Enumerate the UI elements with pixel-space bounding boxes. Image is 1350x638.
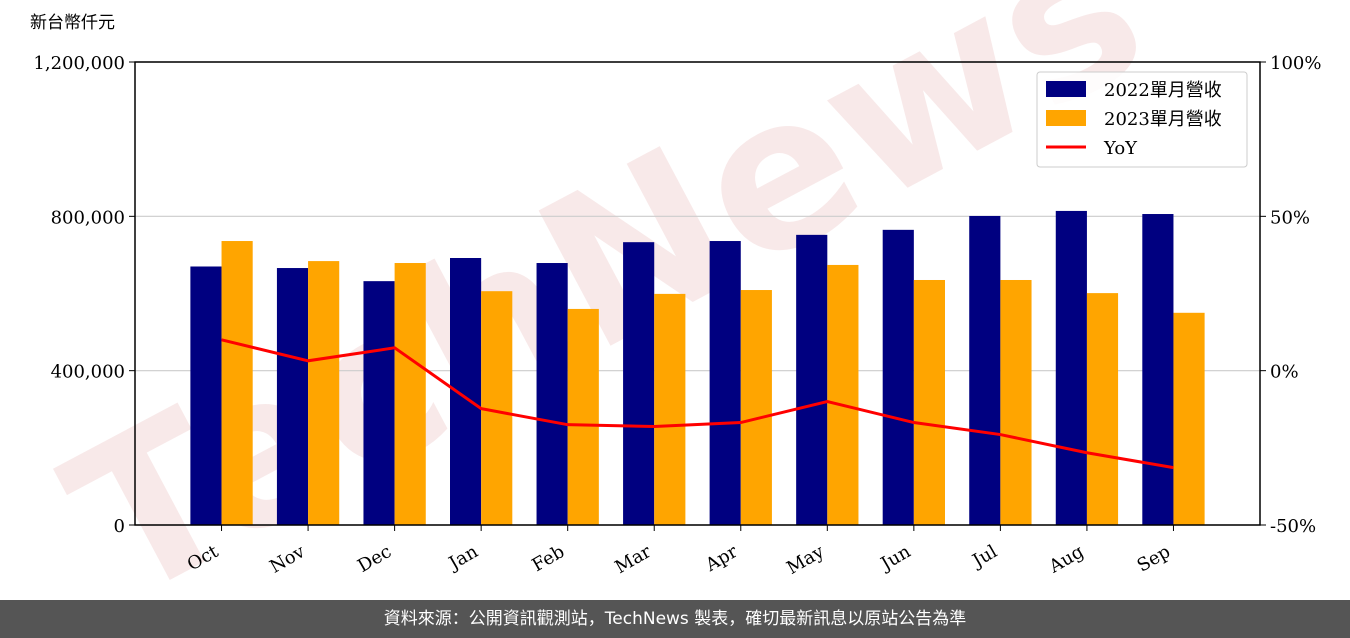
x-tick-label: Dec xyxy=(354,541,395,577)
bar xyxy=(1142,214,1174,526)
y2-tick-label: 100% xyxy=(1270,53,1321,74)
bar xyxy=(394,263,426,525)
legend-swatch xyxy=(1046,110,1086,126)
y2-tick-label: 0% xyxy=(1270,362,1299,383)
bar xyxy=(654,293,686,525)
bar xyxy=(308,261,340,525)
bar xyxy=(1173,312,1205,525)
legend: 2022單月營收 2023單月營收 YoY xyxy=(1036,71,1248,168)
y-tick-label: 800,000 xyxy=(51,207,125,228)
source-footer: 資料來源：公開資訊觀測站，TechNews 製表，確切最新訊息以原站公告為準 xyxy=(0,600,1350,638)
bar xyxy=(363,281,395,525)
bar xyxy=(709,241,741,525)
bar xyxy=(796,234,828,525)
legend-label: 2022單月營收 xyxy=(1104,80,1222,101)
bar xyxy=(623,242,655,525)
bar xyxy=(536,263,568,525)
y-tick-label: 1,200,000 xyxy=(33,53,125,74)
x-tick-label: Jan xyxy=(444,541,482,575)
x-tick-label: Sep xyxy=(1134,541,1174,576)
x-tick-label: Aug xyxy=(1045,541,1088,578)
bar xyxy=(221,241,253,525)
bar xyxy=(827,264,859,525)
bar xyxy=(1000,279,1032,525)
legend-label: YoY xyxy=(1103,138,1138,159)
x-tick-label: May xyxy=(783,541,828,579)
legend-frame xyxy=(1036,71,1248,168)
x-tick-label: Apr xyxy=(701,541,741,576)
x-tick-label: Feb xyxy=(529,541,569,576)
y2-tick-label: 50% xyxy=(1270,207,1310,228)
bar xyxy=(969,215,1001,525)
bar xyxy=(1086,293,1119,525)
plot-frame xyxy=(134,61,1261,526)
y-axis-label: 新台幣仟元 xyxy=(30,13,115,33)
bar xyxy=(913,279,945,525)
y2-tick-label: -50% xyxy=(1270,516,1316,537)
bar xyxy=(882,229,914,525)
y-tick-label: 400,000 xyxy=(51,362,125,383)
bar xyxy=(276,268,309,525)
legend-swatch xyxy=(1046,81,1086,97)
bar xyxy=(740,290,772,525)
bar xyxy=(567,308,599,525)
legend-label: 2023單月營收 xyxy=(1104,109,1222,130)
bar xyxy=(190,266,222,525)
bar xyxy=(1055,210,1087,525)
x-tick-label: Mar xyxy=(612,541,656,578)
line xyxy=(221,338,1174,470)
y-tick-label: 0 xyxy=(114,516,125,537)
x-tick-label: Jun xyxy=(876,541,915,576)
chart: 新台幣仟元 TechNews0400,000800,0001,200,000-5… xyxy=(30,0,1321,638)
x-tick-label: Jul xyxy=(967,541,1001,573)
